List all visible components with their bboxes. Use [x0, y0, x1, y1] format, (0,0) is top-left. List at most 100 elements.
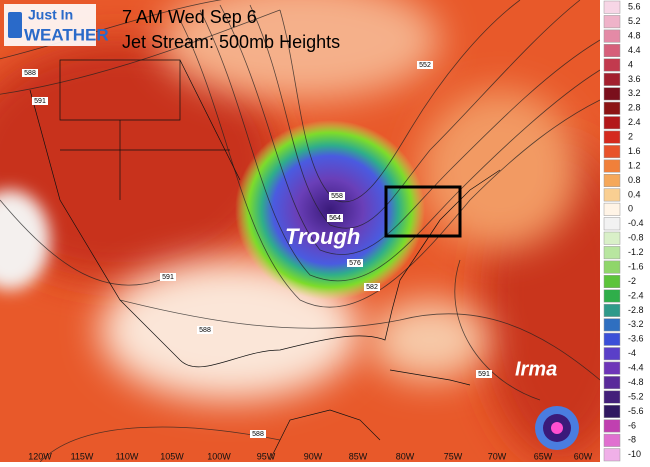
colorbar-label: -0.4: [628, 218, 644, 228]
colorbar-label: -4.8: [628, 377, 644, 387]
contour-label-bg: [329, 192, 345, 200]
colorbar-label: 0: [628, 204, 633, 214]
colorbar-label: 3.2: [628, 88, 641, 98]
subtitle: Jet Stream: 500mb Heights: [122, 32, 340, 52]
colorbar-label: -5.2: [628, 391, 644, 401]
height-contours: [0, 0, 601, 463]
colorbar-swatch: [603, 289, 621, 303]
colorbar-swatch: [603, 347, 621, 361]
colorbar-label: 0.4: [628, 189, 641, 199]
highlight-box: [384, 185, 462, 238]
title: 7 AM Wed Sep 6: [122, 7, 257, 27]
colorbar-swatch: [603, 15, 621, 29]
colorbar-label: -4.4: [628, 363, 644, 373]
contour-label: 588: [252, 431, 264, 438]
contour-label: 582: [366, 284, 378, 291]
colorbar-swatch: [603, 87, 621, 101]
longitude-label: 75W: [444, 451, 463, 461]
contour-label-bg: [197, 326, 213, 334]
colorbar-swatch: [603, 159, 621, 173]
contour-label: 588: [24, 70, 36, 77]
logo-top: Just In: [28, 7, 73, 23]
contour-label-bg: [250, 430, 266, 438]
contour-label: 588: [199, 327, 211, 334]
contour-label-bg: [476, 370, 492, 378]
colorbar-label: 3.6: [628, 74, 641, 84]
colorbar-swatch: [603, 361, 621, 375]
contour-labels: 588 591 552 558 564 576 582 591 588 591 588: [22, 61, 492, 438]
contour-label: 591: [478, 371, 490, 378]
colorbar-label: -3.2: [628, 319, 644, 329]
longitude-label: 110W: [116, 451, 139, 461]
contour-label-bg: [22, 69, 38, 77]
contour-label: 576: [349, 260, 361, 267]
contour-label-bg: [327, 214, 343, 222]
colorbar-label: 1.2: [628, 160, 641, 170]
colorbar-label: 2: [628, 132, 633, 142]
colorbar-swatch: [603, 332, 621, 346]
colorbar-swatch: [603, 231, 621, 245]
contour-label-bg: [160, 273, 176, 281]
colorbar-label: 2.4: [628, 117, 641, 127]
contour-label-bg: [347, 259, 363, 267]
colorbar-swatch: [603, 202, 621, 216]
colorbar-label: -1.6: [628, 261, 644, 271]
contour-label: 591: [162, 274, 174, 281]
colorbar-swatch: [603, 448, 621, 462]
longitude-label: 115W: [71, 451, 94, 461]
contour-label: 558: [331, 193, 343, 200]
colorbar-label: 2.8: [628, 103, 641, 113]
colorbar-swatch: [603, 419, 621, 433]
colorbar-label: 4.4: [628, 45, 641, 55]
colorbar: 5.6 5.2 4.8 4.4 4 3.6 3.2 2.8 2.4 2 1.6 1.2 0.8 0.4 0 -…: [600, 0, 650, 462]
colorbar-label: -2: [628, 276, 636, 286]
colorbar-label: 5.2: [628, 16, 641, 26]
longitude-label: 90W: [304, 451, 323, 461]
colorbar-swatch: [603, 246, 621, 260]
colorbar-swatch: [603, 58, 621, 72]
colorbar-label: -5.6: [628, 406, 644, 416]
colorbar-label: -0.8: [628, 233, 644, 243]
longitude-label: 120W: [28, 451, 52, 461]
colorbar-swatch: [603, 130, 621, 144]
longitude-labels: 120W 115W 110W 105W 100W 95W 90W 85W 80W 75W 70W 65…: [28, 451, 593, 461]
logo-bottom: WEATHER: [24, 25, 109, 44]
logo: Just In WEATHER: [4, 4, 109, 46]
longitude-label: 100W: [207, 451, 231, 461]
colorbar-label: 4.8: [628, 30, 641, 40]
colorbar-label: -3.6: [628, 334, 644, 344]
colorbar-label: -2.4: [628, 290, 644, 300]
colorbar-label: 5.6: [628, 2, 641, 12]
colorbar-label: -10: [628, 449, 641, 459]
colorbar-swatch: [603, 260, 621, 274]
longitude-label: 95W: [257, 451, 276, 461]
contour-label-bg: [417, 61, 433, 69]
colorbar-swatch: [603, 145, 621, 159]
contour-label-bg: [364, 283, 380, 291]
colorbar-label: -8: [628, 435, 636, 445]
colorbar-label: -4: [628, 348, 636, 358]
colorbar-swatch: [603, 217, 621, 231]
colorbar-swatch: [603, 188, 621, 202]
contour-label: 564: [329, 215, 341, 222]
coastlines: [29, 59, 501, 461]
colorbar-swatch: [603, 101, 621, 115]
longitude-label: 105W: [160, 451, 184, 461]
contour-label: 552: [419, 62, 431, 69]
colorbar-swatch: [603, 405, 621, 418]
contour-label-bg: [32, 97, 48, 105]
colorbar-swatch: [603, 72, 621, 86]
colorbar-swatch: [603, 303, 621, 317]
colorbar-label: 1.6: [628, 146, 641, 156]
colorbar-swatch: [603, 390, 621, 404]
colorbar-swatch: [603, 376, 621, 390]
colorbar-label: 4: [628, 59, 633, 69]
longitude-label: 70W: [488, 451, 507, 461]
colorbar-swatch: [603, 174, 621, 187]
colorbar-label: 0.8: [628, 175, 641, 185]
longitude-label: 85W: [349, 451, 368, 461]
contour-label: 591: [34, 98, 46, 105]
colorbar-swatch: [603, 44, 621, 57]
colorbar-label: -6: [628, 420, 636, 430]
